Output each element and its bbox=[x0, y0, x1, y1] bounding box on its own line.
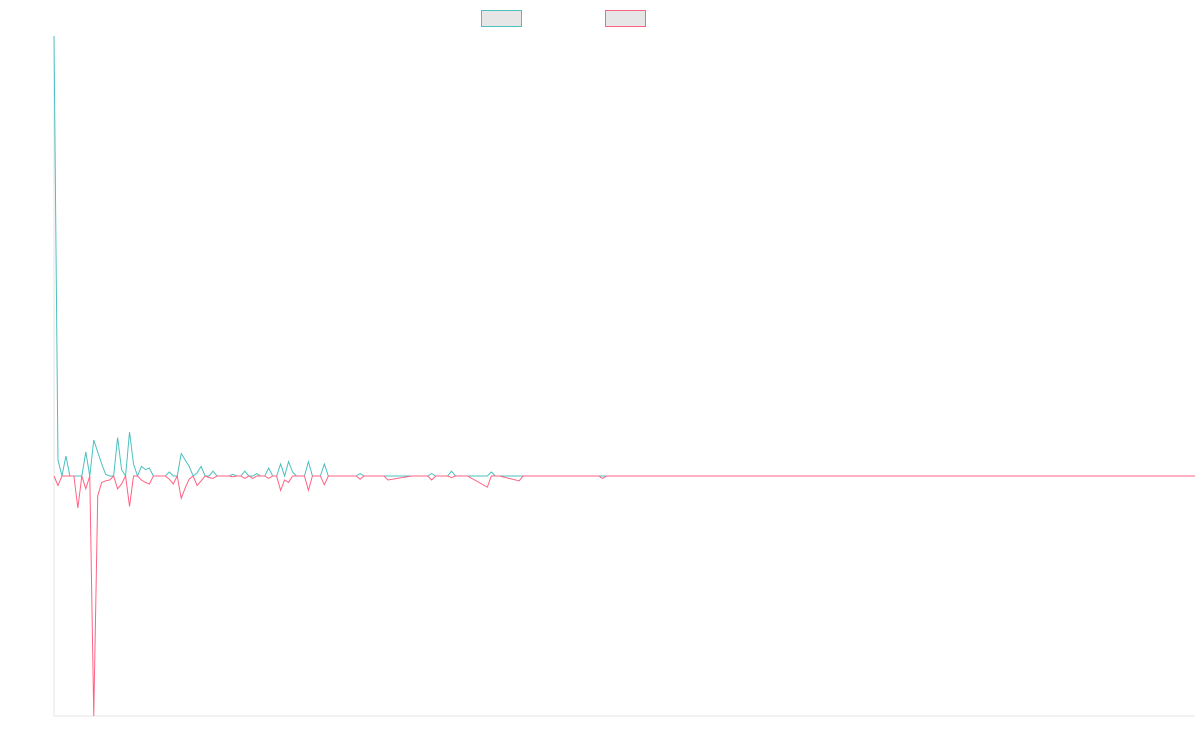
legend-swatch-series-1 bbox=[481, 10, 522, 27]
series-1-line bbox=[53, 35, 1195, 478]
legend-swatch-series-2 bbox=[605, 10, 646, 27]
series-2-line bbox=[53, 474, 1195, 717]
